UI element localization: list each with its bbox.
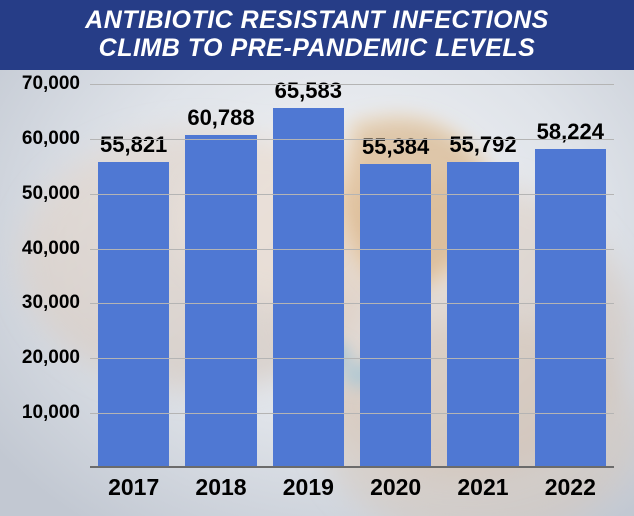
y-tick-label: 60,000 <box>0 128 80 150</box>
bar: 60,788 <box>185 135 257 468</box>
x-tick-label: 2018 <box>177 468 264 516</box>
gridline <box>90 358 614 359</box>
bar-slot: 55,821 <box>90 84 177 468</box>
bar-value-label: 58,224 <box>537 119 604 145</box>
bar-slot: 55,792 <box>439 84 526 468</box>
bar: 58,224 <box>535 149 607 468</box>
bar: 55,384 <box>360 164 432 468</box>
y-tick-label: 30,000 <box>0 292 80 314</box>
gridline <box>90 413 614 414</box>
bar-slot: 60,788 <box>177 84 264 468</box>
x-tick-label: 2022 <box>527 468 614 516</box>
plot-area: 55,82160,78865,58355,38455,79258,224 10,… <box>90 84 614 468</box>
bar: 55,821 <box>98 162 170 468</box>
x-tick-label: 2021 <box>439 468 526 516</box>
title-line-2: CLIMB TO PRE-PANDEMIC LEVELS <box>99 34 536 62</box>
bar-value-label: 55,821 <box>100 132 167 158</box>
y-tick-label: 70,000 <box>0 73 80 95</box>
x-axis: 201720182019202020212022 <box>90 468 614 516</box>
y-tick-label: 10,000 <box>0 402 80 424</box>
bar-value-label: 60,788 <box>187 105 254 131</box>
y-tick-label: 20,000 <box>0 347 80 369</box>
x-tick-label: 2020 <box>352 468 439 516</box>
bar-slot: 65,583 <box>265 84 352 468</box>
gridline <box>90 194 614 195</box>
bar-value-label: 65,583 <box>275 78 342 104</box>
gridline <box>90 249 614 250</box>
gridline <box>90 139 614 140</box>
bar-slot: 58,224 <box>527 84 614 468</box>
bar: 55,792 <box>447 162 519 468</box>
bar-chart: 55,82160,78865,58355,38455,79258,224 10,… <box>0 74 634 516</box>
y-tick-label: 40,000 <box>0 238 80 260</box>
chart-title: ANTIBIOTIC RESISTANT INFECTIONS CLIMB TO… <box>0 0 634 70</box>
gridline <box>90 303 614 304</box>
title-line-1: ANTIBIOTIC RESISTANT INFECTIONS <box>85 6 549 34</box>
x-tick-label: 2017 <box>90 468 177 516</box>
x-tick-label: 2019 <box>265 468 352 516</box>
gridline <box>90 84 614 85</box>
y-tick-label: 50,000 <box>0 183 80 205</box>
bars-container: 55,82160,78865,58355,38455,79258,224 <box>90 84 614 468</box>
bar-value-label: 55,792 <box>449 132 516 158</box>
bar-slot: 55,384 <box>352 84 439 468</box>
